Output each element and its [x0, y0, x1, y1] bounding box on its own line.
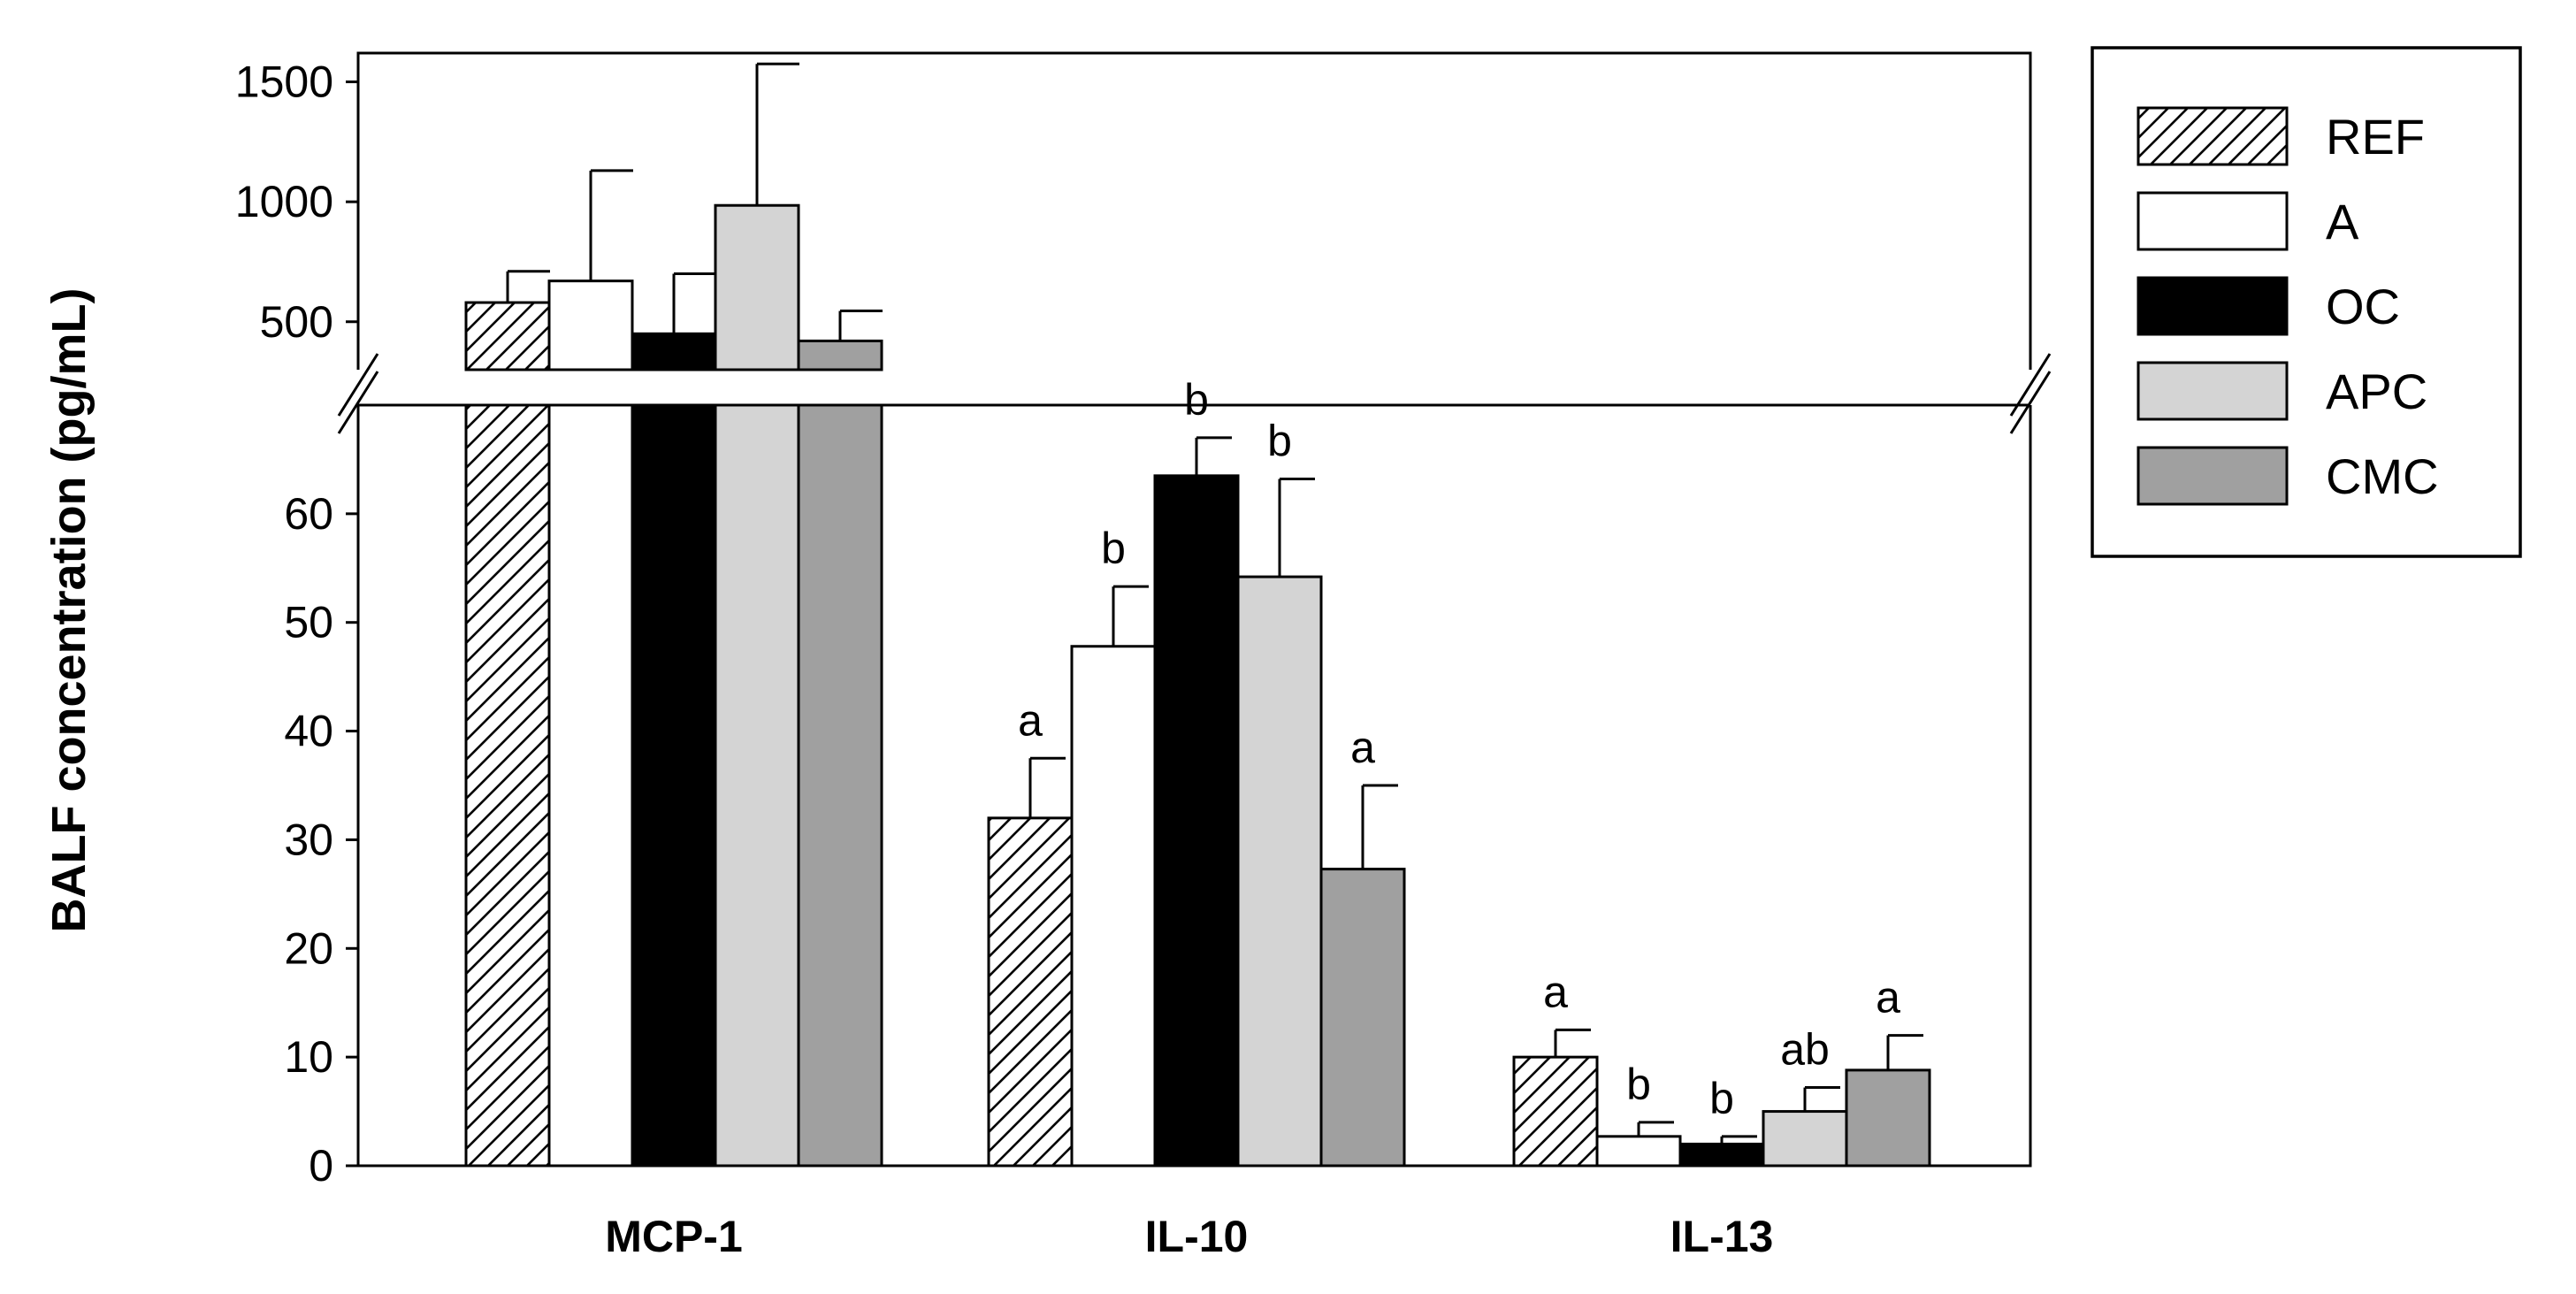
bar-ref [1512, 1055, 1599, 1168]
significance-label: b [1709, 1074, 1734, 1123]
break-mark-right-2 [2009, 353, 2052, 417]
y-tick-label: 30 [284, 815, 333, 864]
y-tick-label: 1000 [235, 177, 333, 226]
legend-label: OC [2326, 279, 2400, 334]
upper-frame [356, 51, 2032, 370]
legend-label: A [2326, 194, 2359, 249]
bar-a-upper [547, 279, 634, 371]
bar-apc [1762, 1110, 1848, 1168]
lower-panel: 0 10 20 30 40 50 60 [284, 403, 2032, 1191]
significance-label: b [1101, 524, 1126, 573]
bar-oc [1678, 1142, 1765, 1168]
bars [464, 62, 1931, 1168]
legend-swatch-a [2136, 191, 2289, 251]
legend-label: APC [2326, 364, 2427, 419]
bar-cmc-lower [797, 403, 883, 1168]
bar-oc [1153, 474, 1240, 1168]
bar-a [1070, 645, 1157, 1168]
y-tick-label: 10 [284, 1032, 333, 1082]
y-tick-label: 20 [284, 923, 333, 973]
bar-a-lower [547, 403, 634, 1168]
category-label: IL-10 [1145, 1212, 1249, 1261]
y-tick-label: 40 [284, 707, 333, 756]
category-label: IL-13 [1670, 1212, 1774, 1261]
y-tick-label: 60 [284, 489, 333, 539]
significance-label: b [1267, 417, 1292, 466]
significance-label: a [1543, 967, 1568, 1016]
significance-label: b [1184, 375, 1209, 425]
break-mark-left-1 [337, 371, 379, 434]
bar-cmc [1319, 868, 1406, 1168]
x-axis-categories: MCP-1 IL-10 IL-13 [605, 1212, 1773, 1261]
y-axis-label: BALF concentration (pg/mL) [42, 288, 96, 933]
significance-label: a [1350, 723, 1375, 772]
significance-label: ab [1780, 1025, 1830, 1075]
bar-a [1595, 1135, 1682, 1168]
bar-cmc [1845, 1068, 1931, 1168]
legend-label: REF [2326, 109, 2425, 165]
bar-ref-lower [464, 403, 551, 1168]
y-tick-label: 0 [309, 1141, 333, 1191]
y-tick-label: 500 [260, 297, 333, 347]
bar-apc-upper [714, 203, 800, 371]
bar-apc-lower [714, 403, 800, 1168]
legend-swatch-ref [2136, 106, 2289, 166]
break-mark-right-1 [2009, 371, 2052, 434]
legend-label: CMC [2326, 448, 2439, 504]
bar-ref [987, 816, 1074, 1168]
bar-oc-upper [631, 332, 717, 371]
category-label: MCP-1 [605, 1212, 743, 1261]
legend-swatch-cmc [2136, 446, 2289, 506]
legend-swatch-oc [2136, 276, 2289, 336]
y-tick-label: 50 [284, 598, 333, 647]
upper-panel: 500 1000 1500 [235, 51, 2052, 434]
y-tick-label: 1500 [235, 57, 333, 107]
significance-label: b [1626, 1060, 1651, 1109]
legend: REF A OC APC CMC [2091, 46, 2522, 558]
bar-ref-upper [464, 301, 551, 371]
bar-cmc-upper [797, 339, 883, 371]
bar-oc-lower [631, 403, 717, 1168]
break-mark-left-2 [337, 353, 379, 417]
bar-apc [1236, 575, 1323, 1168]
legend-swatch-apc [2136, 361, 2289, 421]
significance-label: a [1876, 973, 1900, 1022]
significance-label: a [1018, 695, 1043, 745]
